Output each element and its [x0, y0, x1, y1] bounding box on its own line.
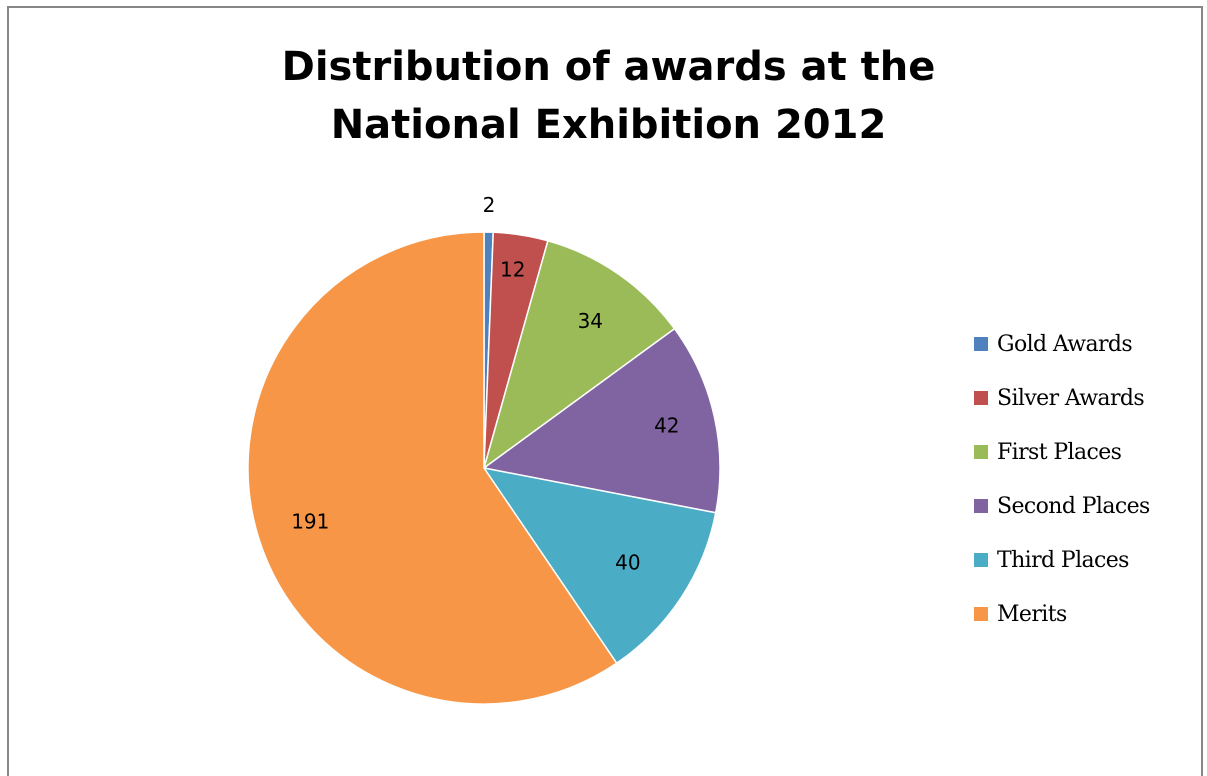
pie-slice-border	[483, 240, 676, 469]
data-label-first-places: 34	[578, 309, 603, 333]
pie-slice-first-places	[484, 240, 675, 468]
legend-swatch	[974, 337, 988, 351]
pie-slice-border	[247, 231, 618, 705]
legend-swatch	[974, 445, 988, 459]
legend-item-gold-awards: Gold Awards	[974, 317, 1150, 371]
legend-item-merits: Merits	[974, 587, 1150, 641]
legend-swatch	[974, 391, 988, 405]
legend-label: Merits	[997, 601, 1067, 627]
legend-label: Second Places	[997, 493, 1150, 519]
data-label-second-places: 42	[654, 414, 679, 438]
legend-item-second-places: Second Places	[974, 479, 1150, 533]
chart-title-line-1: Distribution of awards at the	[281, 44, 936, 90]
chart-title-line-2: National Exhibition 2012	[330, 102, 887, 148]
legend-item-third-places: Third Places	[974, 533, 1150, 587]
legend-swatch	[974, 499, 988, 513]
legend-label: Silver Awards	[997, 385, 1145, 411]
data-label-merits: 191	[291, 509, 329, 533]
data-label-third-places: 40	[615, 551, 640, 575]
legend: Gold Awards Silver Awards First Places Seco…	[974, 317, 1150, 641]
pie-slice-third-places	[484, 468, 716, 664]
legend-swatch	[974, 607, 988, 621]
legend-swatch	[974, 553, 988, 567]
data-label-gold-awards: 2	[483, 193, 496, 217]
legend-item-first-places: First Places	[974, 425, 1150, 479]
legend-item-silver-awards: Silver Awards	[974, 371, 1150, 425]
legend-label: Gold Awards	[997, 331, 1133, 357]
pie-slice-border	[483, 327, 721, 514]
legend-label: Third Places	[997, 547, 1129, 573]
legend-label: First Places	[997, 439, 1122, 465]
data-label-silver-awards: 12	[500, 258, 525, 282]
pie-slice-border	[483, 467, 717, 664]
pie-slice-second-places	[484, 328, 721, 513]
chart-title: Distribution of awards at the National E…	[0, 38, 1207, 154]
pie-slice-merits	[248, 232, 617, 704]
